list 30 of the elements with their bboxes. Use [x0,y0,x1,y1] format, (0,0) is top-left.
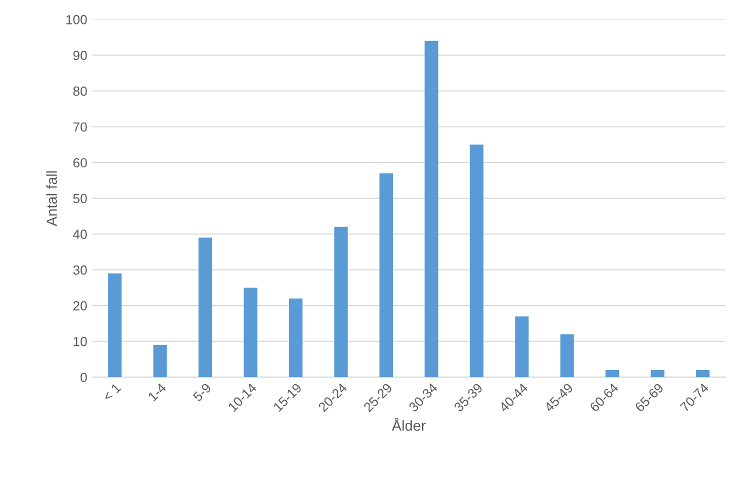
y-tick-label: 0 [80,372,87,382]
x-tick-label: < 1 [102,382,122,402]
bar [560,334,574,378]
y-tick-label: 50 [73,194,87,204]
y-tick-label: 60 [73,158,87,168]
y-tick-label: 100 [66,15,87,24]
bar [379,173,393,378]
x-tick-label: 5-9 [192,382,212,402]
x-tick-label: 1-4 [148,382,167,402]
y-tick-label: 10 [74,336,87,346]
y-tick-label: 30 [73,265,87,275]
bar [470,144,484,378]
bar [606,370,620,378]
bar [696,370,710,378]
x-axis-title: Ålder [392,418,426,431]
y-tick-label: 40 [73,230,87,239]
bar [650,370,664,378]
y-tick-label: 90 [73,50,87,60]
bar [153,344,167,378]
bar [244,288,258,378]
y-axis-title: Antal fall [46,171,57,226]
bar [198,238,212,378]
y-tick-label: 20 [73,301,87,311]
bar [108,273,122,378]
bar [334,226,348,378]
bar [515,316,529,378]
bar [424,40,438,378]
y-tick-label: 80 [73,86,87,96]
y-tick-label: 70 [73,122,87,132]
bar [288,298,303,378]
